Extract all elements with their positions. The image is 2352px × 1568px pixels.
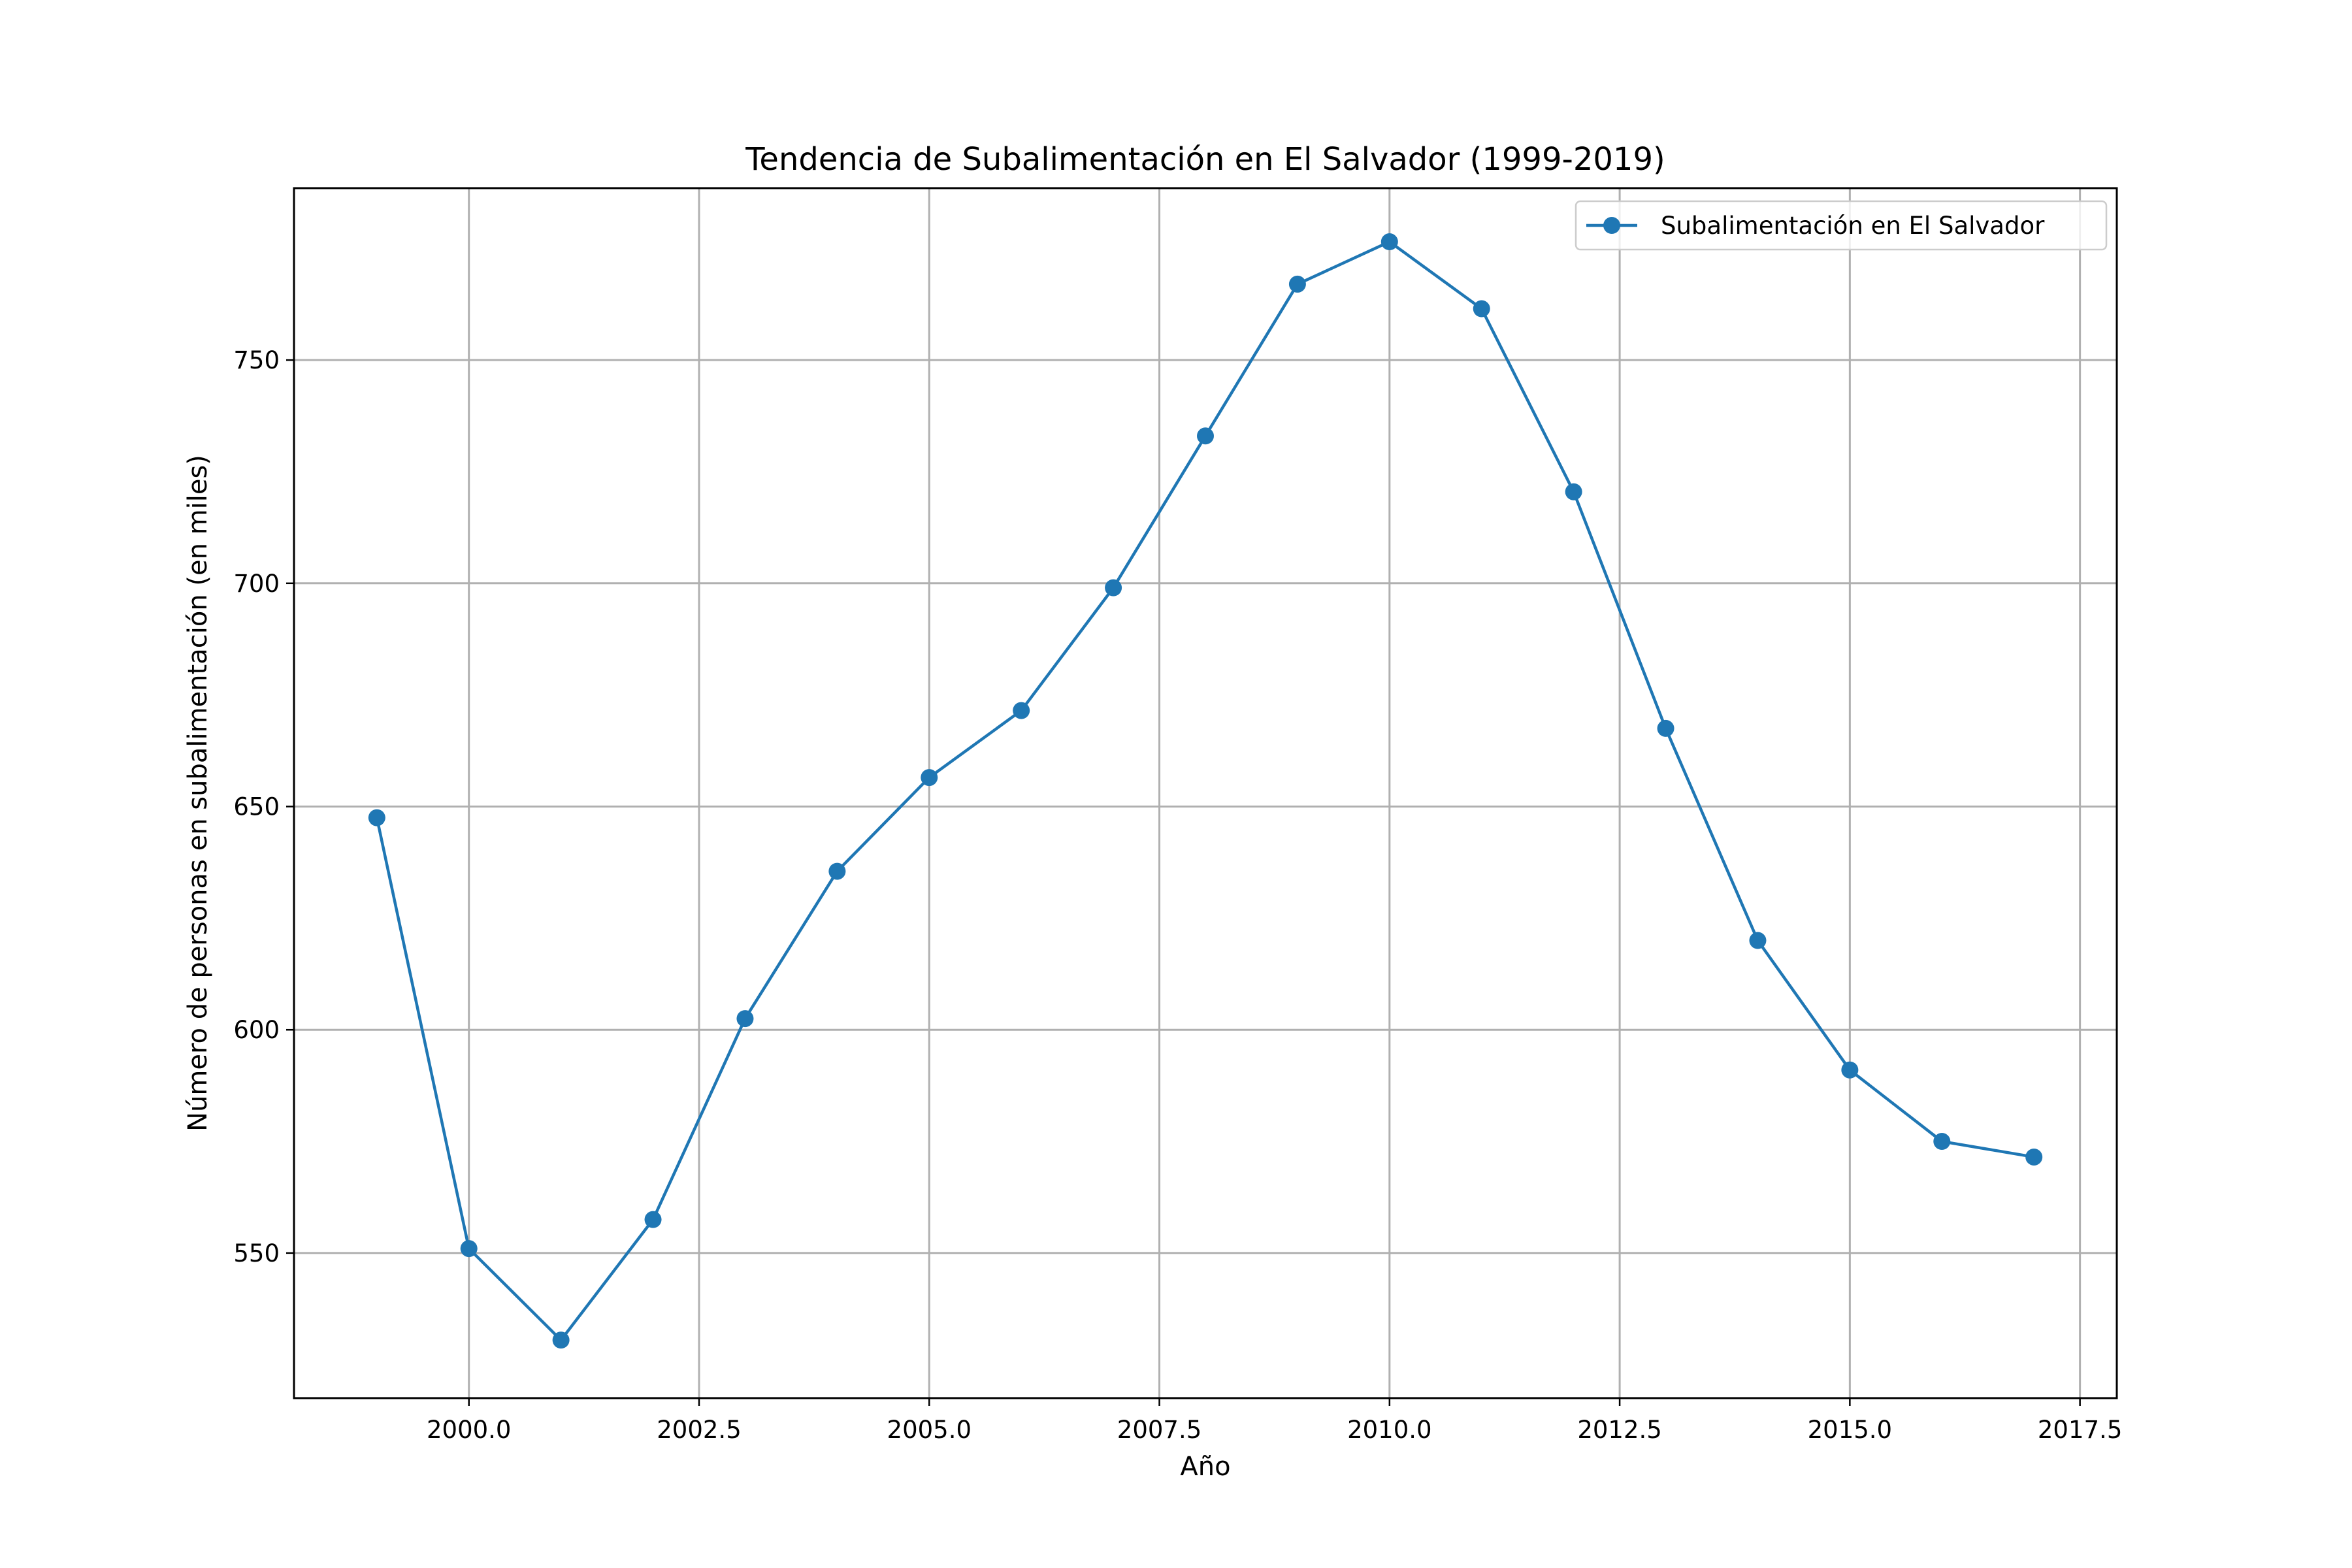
plot-frame (293, 187, 2118, 1399)
data-point (921, 769, 938, 787)
y-tick-label: 550 (233, 1239, 280, 1267)
data-point (1473, 300, 1490, 318)
data-point (1105, 579, 1122, 596)
series-line (375, 240, 2034, 1342)
x-tick-label: 2015.0 (1808, 1416, 1892, 1444)
chart-title: Tendencia de Subalimentación en El Salva… (745, 141, 1665, 178)
y-tick-label: 700 (233, 570, 280, 598)
data-point (1749, 932, 1767, 949)
data-point (1933, 1133, 1951, 1151)
data-point (368, 809, 385, 826)
legend: Subalimentación en El Salvador (1575, 200, 2108, 251)
data-point (1380, 233, 1398, 251)
legend-label: Subalimentación en El Salvador (1661, 212, 2045, 240)
y-axis-label: Número de personas en subalimentación (e… (183, 455, 213, 1132)
x-tick-label: 2017.5 (2038, 1416, 2122, 1444)
data-point (1841, 1061, 1859, 1079)
x-tick-label: 2000.0 (427, 1416, 511, 1444)
x-tick-label: 2007.5 (1117, 1416, 1201, 1444)
legend-box (1575, 200, 2108, 251)
y-tick-label: 600 (233, 1016, 280, 1044)
data-point (2025, 1148, 2043, 1166)
grid (294, 188, 2117, 1398)
legend-marker-swatch (1603, 217, 1620, 234)
data-point (552, 1331, 570, 1349)
data-point (1657, 719, 1674, 737)
data-point (1197, 427, 1214, 445)
x-axis-label: Año (1180, 1452, 1230, 1482)
data-point (644, 1211, 662, 1228)
series-layer (368, 233, 2043, 1349)
x-tick-label: 2005.0 (887, 1416, 972, 1444)
data-point (736, 1010, 754, 1028)
data-point (828, 862, 846, 880)
y-tick-label: 650 (233, 793, 280, 821)
data-point (1013, 702, 1030, 719)
data-point (1288, 275, 1306, 293)
x-tick-label: 2002.5 (657, 1416, 741, 1444)
x-tick-label: 2010.0 (1347, 1416, 1431, 1444)
data-point (460, 1240, 478, 1258)
x-tick-label: 2012.5 (1577, 1416, 1661, 1444)
ticks: 2000.0 2002.5 2005.0 2007.5 2010.0 2012.5 2015… (233, 346, 2122, 1444)
y-tick-label: 750 (233, 346, 280, 374)
data-point (1565, 483, 1582, 500)
